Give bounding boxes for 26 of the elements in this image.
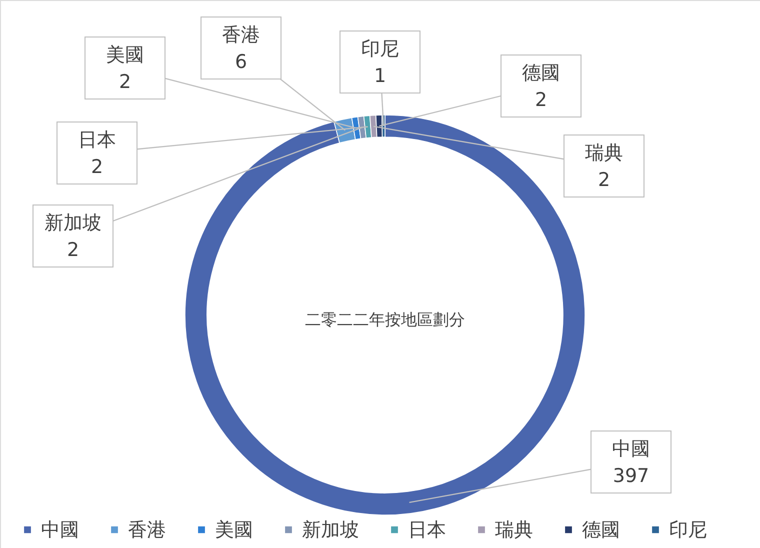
slice-label: 美國 [106,44,144,66]
legend-label: 新加坡 [302,518,359,541]
slice-label: 香港 [222,24,260,46]
text: 二零二二年按地區劃分 [305,310,465,329]
data-label: 2 [90,156,104,178]
data-label: 397 [612,465,650,487]
data-label: 2 [598,169,610,191]
data-label: 1 [374,65,386,87]
legend-label: 德國 [582,518,620,541]
slice-label: 新加坡 [44,212,102,234]
data-label: 2 [118,71,132,93]
legend-label: 香港 [128,518,166,541]
data-label: 2 [534,89,548,111]
legend-label: 瑞典 [495,518,533,541]
slice-label: 瑞典 [585,142,623,164]
legend-label: 中國 [41,518,79,541]
slice-label: 德國 [522,62,560,84]
slice-label: 印尼 [361,38,399,60]
slice-label: 中國 [612,438,650,460]
legend-label: 印尼 [669,518,707,541]
data-label: 2 [66,239,80,261]
legend-label: 日本 [408,518,446,541]
donut-slice [184,114,586,515]
legend-label: 美國 [215,518,253,541]
slice-label: 日本 [78,129,116,151]
data-label: 6 [234,51,248,73]
